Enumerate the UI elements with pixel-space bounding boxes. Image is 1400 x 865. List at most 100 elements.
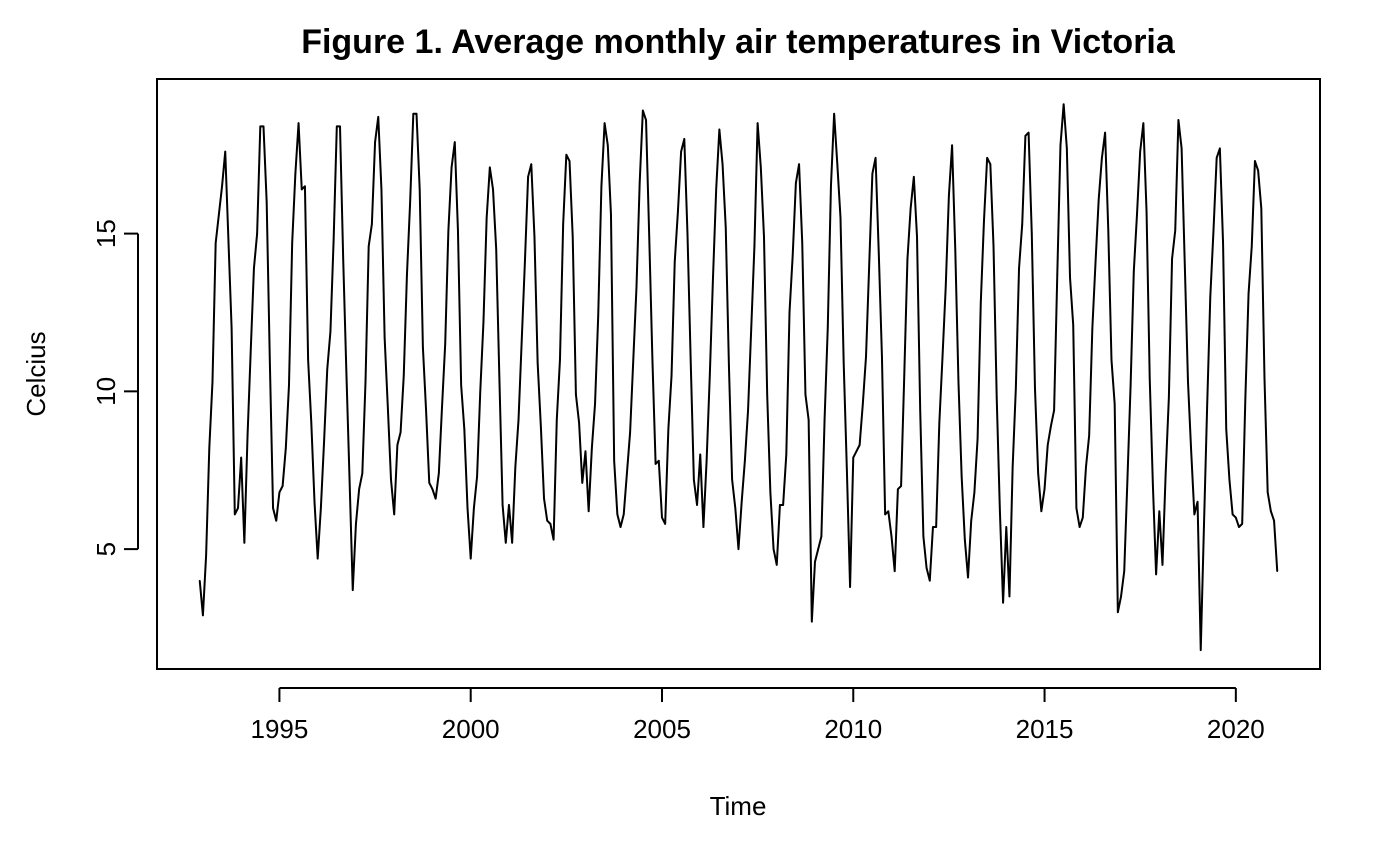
data-point: [642, 109, 644, 112]
data-point: [1219, 147, 1221, 150]
data-point: [967, 576, 969, 579]
data-point: [964, 538, 966, 541]
data-point: [1101, 157, 1103, 159]
data-point: [648, 235, 651, 238]
data-point: [890, 535, 893, 538]
data-point: [221, 185, 223, 188]
data-point: [1088, 434, 1090, 437]
data-point: [689, 359, 692, 361]
data-point: [543, 497, 545, 500]
data-point: [297, 122, 300, 124]
data-point: [326, 368, 329, 371]
data-point: [1110, 359, 1113, 361]
x-tick-label: 2020: [1207, 714, 1265, 744]
x-axis-label: Time: [710, 791, 767, 821]
data-point: [313, 500, 316, 503]
data-point: [613, 459, 615, 462]
data-point: [1107, 229, 1110, 232]
data-point: [393, 513, 396, 516]
data-point: [495, 248, 498, 251]
data-point: [460, 384, 462, 386]
data-point: [524, 261, 526, 263]
data-point: [992, 245, 995, 248]
x-tick-label: 2000: [442, 714, 500, 744]
data-point: [1145, 210, 1148, 213]
data-point: [654, 463, 657, 465]
data-point: [1034, 387, 1036, 390]
data-point: [1238, 526, 1240, 528]
data-point: [434, 497, 437, 500]
data-point: [1030, 232, 1033, 235]
data-point: [249, 349, 252, 352]
data-point: [300, 188, 303, 191]
data-point: [1069, 276, 1071, 279]
data-point: [721, 163, 724, 165]
data-point: [600, 185, 603, 188]
data-points: [198, 103, 1279, 651]
data-point: [294, 172, 297, 175]
data-point: [1199, 649, 1202, 651]
data-point: [693, 478, 695, 481]
data-point: [622, 513, 625, 516]
y-axis-label: Celcius: [21, 331, 51, 416]
data-point: [619, 526, 622, 528]
data-point: [900, 485, 902, 487]
data-point: [224, 150, 227, 153]
data-point: [750, 327, 753, 330]
data-point: [1132, 270, 1135, 273]
data-point: [387, 406, 389, 408]
data-point: [941, 355, 944, 358]
data-point: [565, 153, 568, 156]
data-point: [1027, 131, 1030, 134]
data-point: [281, 485, 284, 487]
data-point: [316, 557, 319, 560]
data-point: [272, 507, 274, 509]
data-point: [1168, 396, 1170, 399]
data-point: [1008, 595, 1011, 598]
data-point: [527, 176, 529, 178]
data-point: [285, 447, 287, 449]
data-point: [919, 409, 921, 412]
data-point: [1043, 488, 1046, 490]
data-point: [970, 519, 973, 522]
data-point: [1018, 267, 1020, 270]
data-point: [517, 418, 520, 421]
data-point: [842, 362, 845, 364]
data-point: [731, 478, 733, 481]
data-point: [989, 163, 992, 165]
data-point: [817, 548, 819, 550]
data-point: [482, 321, 485, 323]
data-point: [265, 201, 268, 203]
data-point: [881, 355, 883, 358]
data-point: [760, 166, 762, 169]
data-point: [846, 469, 848, 472]
data-point: [1094, 261, 1097, 263]
data-point: [1005, 526, 1008, 528]
data-point: [211, 381, 214, 383]
data-point: [1120, 595, 1122, 598]
data-point: [1235, 516, 1237, 519]
data-point: [1273, 519, 1275, 522]
data-point: [897, 488, 899, 490]
data-point: [1193, 513, 1196, 516]
data-point: [791, 254, 794, 257]
data-point: [906, 258, 909, 260]
data-point: [999, 510, 1001, 513]
data-point: [893, 570, 896, 572]
data-point: [938, 422, 941, 424]
data-point: [422, 346, 424, 348]
data-point: [431, 488, 434, 490]
data-point: [1174, 229, 1177, 232]
data-point: [377, 116, 380, 118]
data-point: [1266, 491, 1269, 494]
data-point: [234, 513, 236, 516]
data-point: [351, 589, 354, 591]
data-point: [492, 188, 494, 191]
data-point: [208, 447, 211, 449]
data-point: [1250, 245, 1253, 248]
data-point: [1021, 223, 1024, 225]
data-point: [320, 507, 322, 509]
data-point: [871, 172, 874, 175]
data-point: [868, 264, 870, 266]
